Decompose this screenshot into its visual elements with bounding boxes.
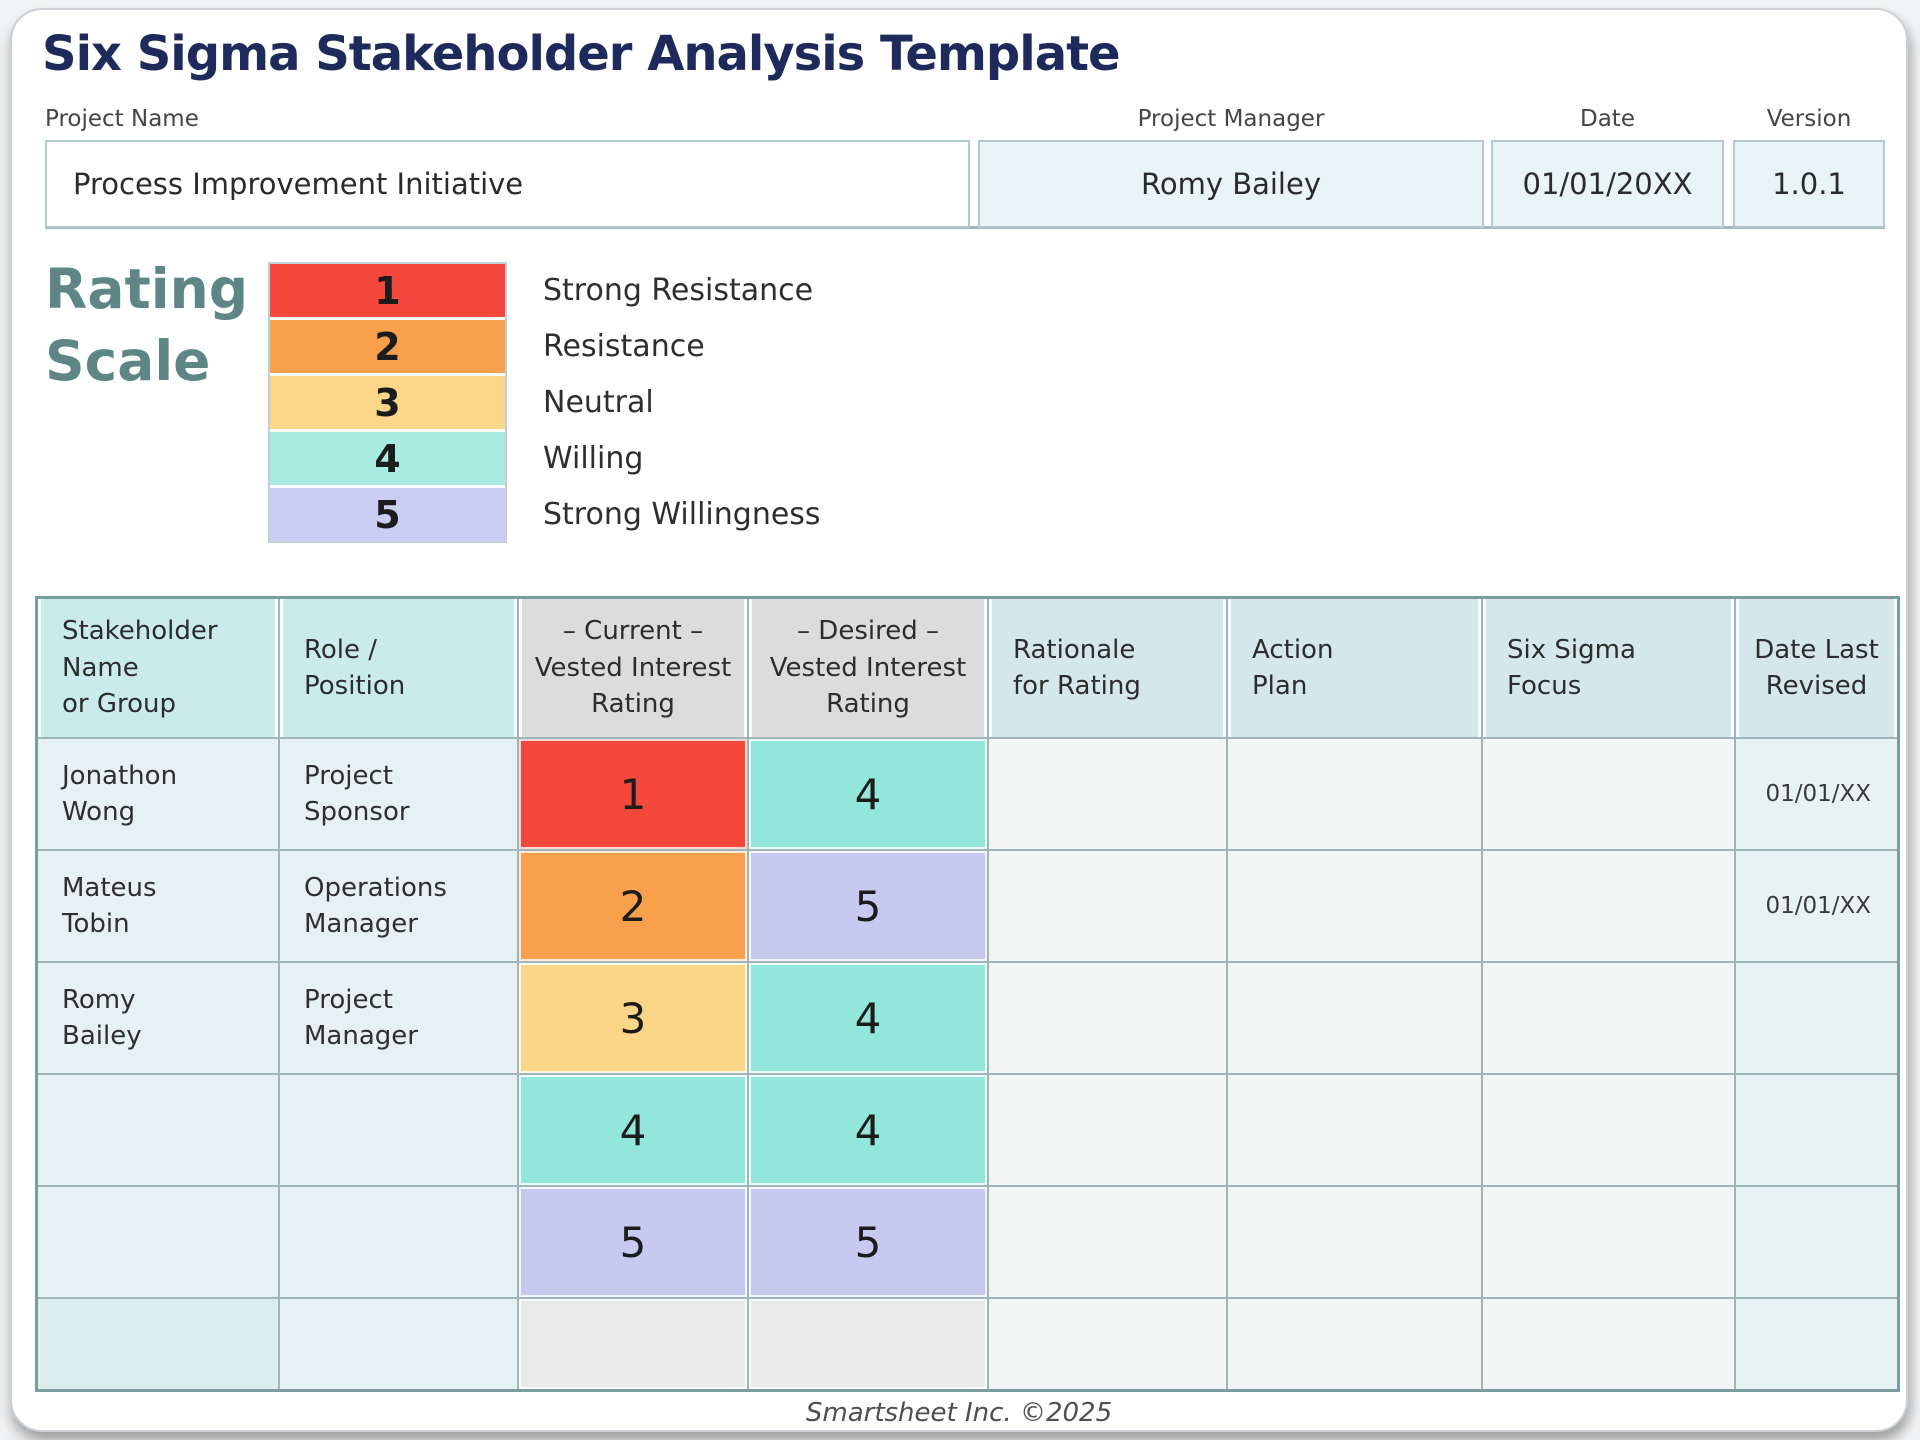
six-sigma-focus-cell[interactable]	[1483, 739, 1734, 849]
rating-scale-label-3: Neutral	[543, 385, 654, 420]
desired-rating-cell[interactable]: 4	[749, 739, 987, 849]
rating-scale-level-2: 2	[270, 320, 505, 373]
stakeholder-name-cell[interactable]	[38, 1075, 278, 1185]
date-last-revised-cell[interactable]	[1736, 1187, 1897, 1297]
desired-rating-cell[interactable]: 5	[749, 1187, 987, 1297]
stakeholder-name-cell[interactable]: Mateus Tobin	[38, 851, 278, 961]
column-header-action-plan: Action Plan	[1228, 599, 1481, 737]
rating-scale-heading: Rating Scale	[45, 257, 249, 393]
page-title: Six Sigma Stakeholder Analysis Template	[42, 26, 1121, 82]
current-rating-cell[interactable]: 5	[519, 1187, 747, 1297]
rationale-cell[interactable]	[989, 1075, 1226, 1185]
column-header-role-position: Role / Position	[280, 599, 517, 737]
stakeholder-name-cell[interactable]: Jonathon Wong	[38, 739, 278, 849]
current-rating-cell[interactable]: 1	[519, 739, 747, 849]
six-sigma-focus-cell[interactable]	[1483, 963, 1734, 1073]
six-sigma-focus-cell[interactable]	[1483, 1187, 1734, 1297]
stakeholder-name-cell[interactable]	[38, 1187, 278, 1297]
role-cell[interactable]: Project Sponsor	[280, 739, 517, 849]
rating-scale-legend: 1 2 3 4 5 Strong Resistance Resistance N…	[268, 262, 821, 543]
rating-scale-level-3: 3	[270, 376, 505, 429]
rating-scale-level-1: 1	[270, 264, 505, 317]
action-plan-cell[interactable]	[1228, 963, 1481, 1073]
current-rating-cell[interactable]: 3	[519, 963, 747, 1073]
desired-rating-cell[interactable]: 5	[749, 851, 987, 961]
rating-scale-labels: Strong Resistance Resistance Neutral Wil…	[507, 262, 821, 543]
column-header-desired-rating: – Desired – Vested Interest Rating	[749, 599, 987, 737]
date-field[interactable]: 01/01/20XX	[1491, 140, 1724, 228]
date-last-revised-cell[interactable]: 01/01/XX	[1736, 851, 1897, 961]
role-cell[interactable]	[280, 1299, 517, 1389]
six-sigma-focus-cell[interactable]	[1483, 851, 1734, 961]
current-rating-cell[interactable]: 4	[519, 1075, 747, 1185]
desired-rating-cell[interactable]: 4	[749, 963, 987, 1073]
date-last-revised-cell[interactable]	[1736, 963, 1897, 1073]
action-plan-cell[interactable]	[1228, 739, 1481, 849]
action-plan-cell[interactable]	[1228, 1299, 1481, 1389]
project-manager-field[interactable]: Romy Bailey	[978, 140, 1484, 228]
current-rating-cell[interactable]	[519, 1299, 747, 1389]
date-last-revised-cell[interactable]	[1736, 1299, 1897, 1389]
column-header-current-rating: – Current – Vested Interest Rating	[519, 599, 747, 737]
rationale-cell[interactable]	[989, 739, 1226, 849]
project-name-label: Project Name	[45, 106, 199, 132]
rating-scale-label-4: Willing	[543, 441, 644, 476]
desired-rating-cell[interactable]	[749, 1299, 987, 1389]
role-cell[interactable]: Project Manager	[280, 963, 517, 1073]
stakeholder-name-cell[interactable]: Romy Bailey	[38, 963, 278, 1073]
rationale-cell[interactable]	[989, 851, 1226, 961]
project-name-field[interactable]: Process Improvement Initiative	[45, 140, 970, 228]
rating-scale-level-5: 5	[270, 488, 505, 541]
rating-scale-label-1: Strong Resistance	[543, 273, 814, 308]
footer-copyright: Smartsheet Inc. ©2025	[805, 1398, 1113, 1428]
desired-rating-cell[interactable]: 4	[749, 1075, 987, 1185]
column-header-date-last-revised: Date Last Revised	[1736, 599, 1897, 737]
action-plan-cell[interactable]	[1228, 851, 1481, 961]
current-rating-cell[interactable]: 2	[519, 851, 747, 961]
rating-scale-stack: 1 2 3 4 5	[268, 262, 507, 543]
date-label: Date	[1580, 106, 1635, 132]
rating-scale-label-2: Resistance	[543, 329, 705, 364]
date-last-revised-cell[interactable]	[1736, 1075, 1897, 1185]
rating-scale-label-5: Strong Willingness	[543, 497, 821, 532]
date-last-revised-cell[interactable]: 01/01/XX	[1736, 739, 1897, 849]
column-header-stakeholder-name: Stakeholder Name or Group	[38, 599, 278, 737]
rationale-cell[interactable]	[989, 1187, 1226, 1297]
rationale-cell[interactable]	[989, 963, 1226, 1073]
role-cell[interactable]	[280, 1075, 517, 1185]
version-field[interactable]: 1.0.1	[1733, 140, 1885, 228]
version-label: Version	[1766, 106, 1852, 132]
template-page: Six Sigma Stakeholder Analysis Template …	[10, 8, 1908, 1432]
role-cell[interactable]: Operations Manager	[280, 851, 517, 961]
project-manager-label: Project Manager	[1137, 106, 1325, 132]
column-header-six-sigma-focus: Six Sigma Focus	[1483, 599, 1734, 737]
column-header-rationale: Rationale for Rating	[989, 599, 1226, 737]
stakeholder-name-cell[interactable]	[38, 1299, 278, 1389]
action-plan-cell[interactable]	[1228, 1187, 1481, 1297]
rating-scale-level-4: 4	[270, 432, 505, 485]
role-cell[interactable]	[280, 1187, 517, 1297]
rationale-cell[interactable]	[989, 1299, 1226, 1389]
action-plan-cell[interactable]	[1228, 1075, 1481, 1185]
stakeholder-table: Stakeholder Name or Group Role / Positio…	[35, 596, 1900, 1392]
six-sigma-focus-cell[interactable]	[1483, 1075, 1734, 1185]
six-sigma-focus-cell[interactable]	[1483, 1299, 1734, 1389]
